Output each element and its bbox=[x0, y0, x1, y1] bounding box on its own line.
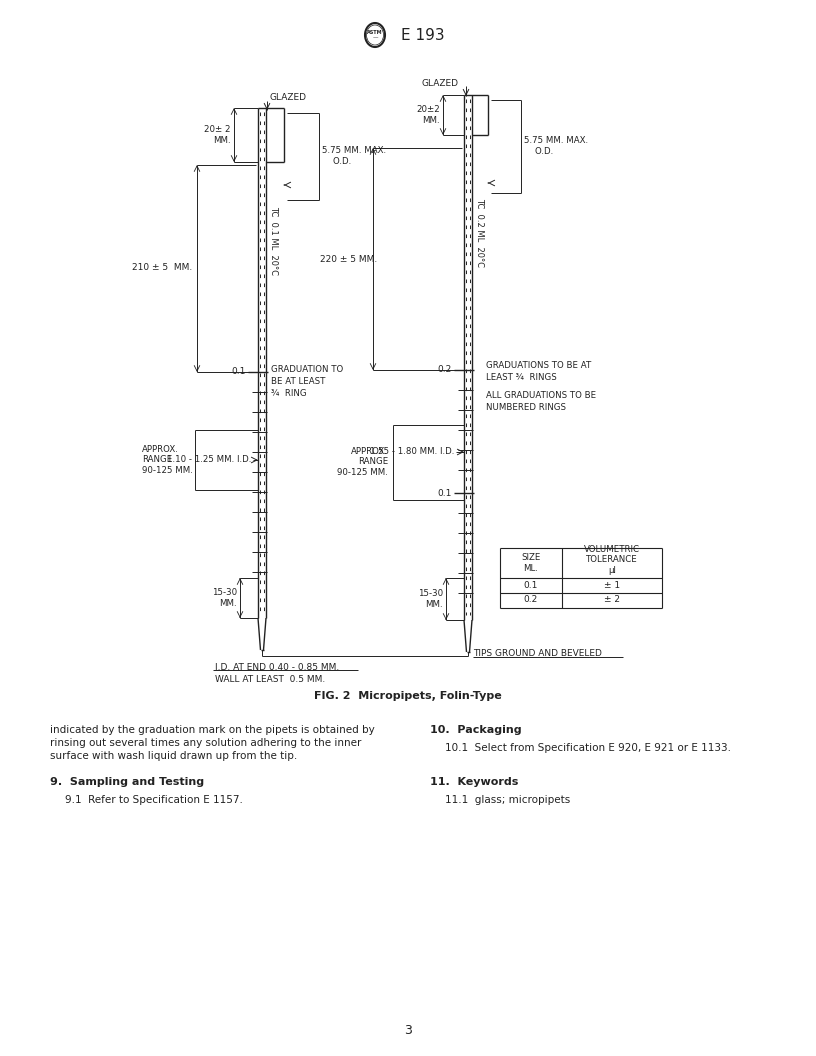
Text: surface with wash liquid drawn up from the tip.: surface with wash liquid drawn up from t… bbox=[50, 751, 297, 761]
Text: 0.2: 0.2 bbox=[437, 365, 452, 375]
Text: WALL AT LEAST  0.5 MM.: WALL AT LEAST 0.5 MM. bbox=[215, 675, 326, 683]
Text: E 193: E 193 bbox=[401, 27, 445, 42]
Text: 11.1  glass; micropipets: 11.1 glass; micropipets bbox=[445, 795, 570, 805]
Text: 9.1  Refer to Specification E 1157.: 9.1 Refer to Specification E 1157. bbox=[65, 795, 243, 805]
Text: 0.1: 0.1 bbox=[232, 367, 246, 377]
Text: 20±2
MM.: 20±2 MM. bbox=[416, 106, 440, 125]
Text: APPROX.
RANGE
90-125 MM.: APPROX. RANGE 90-125 MM. bbox=[142, 445, 193, 475]
Text: ¾  RING: ¾ RING bbox=[271, 389, 307, 397]
Text: GLAZED: GLAZED bbox=[422, 78, 459, 88]
Text: APPROX.
RANGE
90-125 MM.: APPROX. RANGE 90-125 MM. bbox=[337, 447, 388, 477]
Text: NUMBERED RINGS: NUMBERED RINGS bbox=[486, 403, 566, 413]
Text: TC  0.2 ML  20°C: TC 0.2 ML 20°C bbox=[475, 197, 484, 266]
Text: SIZE
ML.: SIZE ML. bbox=[521, 553, 541, 572]
Text: GRADUATION TO: GRADUATION TO bbox=[271, 364, 344, 374]
Text: LEAST ¾  RINGS: LEAST ¾ RINGS bbox=[486, 374, 557, 382]
Text: 11.  Keywords: 11. Keywords bbox=[430, 777, 518, 787]
Text: 15-30
MM.: 15-30 MM. bbox=[418, 589, 443, 608]
Text: GRADUATIONS TO BE AT: GRADUATIONS TO BE AT bbox=[486, 360, 592, 370]
Text: 1.10 - 1.25 MM. I.D.: 1.10 - 1.25 MM. I.D. bbox=[166, 455, 251, 465]
Text: ± 1: ± 1 bbox=[604, 581, 620, 589]
Text: 1.55 - 1.80 MM. I.D.: 1.55 - 1.80 MM. I.D. bbox=[370, 448, 454, 456]
Text: ALL GRADUATIONS TO BE: ALL GRADUATIONS TO BE bbox=[486, 391, 596, 399]
Text: GLAZED: GLAZED bbox=[270, 94, 307, 102]
Text: TC  0.1 ML  20°C: TC 0.1 ML 20°C bbox=[269, 206, 278, 275]
Text: TIPS GROUND AND BEVELED: TIPS GROUND AND BEVELED bbox=[473, 648, 602, 658]
Text: 9.  Sampling and Testing: 9. Sampling and Testing bbox=[50, 777, 204, 787]
Text: 20± 2
MM.: 20± 2 MM. bbox=[205, 126, 231, 145]
Text: 210 ± 5  MM.: 210 ± 5 MM. bbox=[131, 264, 192, 272]
Text: 10.1  Select from Specification E 920, E 921 or E 1133.: 10.1 Select from Specification E 920, E … bbox=[445, 743, 731, 753]
Text: 0.1: 0.1 bbox=[524, 581, 539, 589]
Text: VOLUMETRIC
TOLERANCE
μl: VOLUMETRIC TOLERANCE μl bbox=[584, 545, 640, 574]
Text: 5.75 MM. MAX.
    O.D.: 5.75 MM. MAX. O.D. bbox=[322, 147, 386, 166]
Text: ASTM: ASTM bbox=[367, 31, 383, 36]
Text: indicated by the graduation mark on the pipets is obtained by: indicated by the graduation mark on the … bbox=[50, 725, 375, 735]
Text: 15-30
MM.: 15-30 MM. bbox=[212, 588, 237, 607]
Text: 5.75 MM. MAX.
    O.D.: 5.75 MM. MAX. O.D. bbox=[524, 136, 588, 155]
Text: —: — bbox=[372, 36, 378, 40]
Text: 10.  Packaging: 10. Packaging bbox=[430, 725, 521, 735]
Text: BE AT LEAST: BE AT LEAST bbox=[271, 377, 326, 385]
Text: FIG. 2  Micropipets, Folin-Type: FIG. 2 Micropipets, Folin-Type bbox=[314, 691, 502, 701]
Text: 220 ± 5 MM.: 220 ± 5 MM. bbox=[320, 254, 377, 264]
Text: I.D. AT END 0.40 - 0.85 MM.: I.D. AT END 0.40 - 0.85 MM. bbox=[215, 662, 339, 672]
Text: ± 2: ± 2 bbox=[604, 596, 620, 604]
Text: 0.1: 0.1 bbox=[437, 489, 452, 497]
Text: 3: 3 bbox=[404, 1023, 412, 1037]
Text: rinsing out several times any solution adhering to the inner: rinsing out several times any solution a… bbox=[50, 738, 361, 748]
Text: 0.2: 0.2 bbox=[524, 596, 538, 604]
